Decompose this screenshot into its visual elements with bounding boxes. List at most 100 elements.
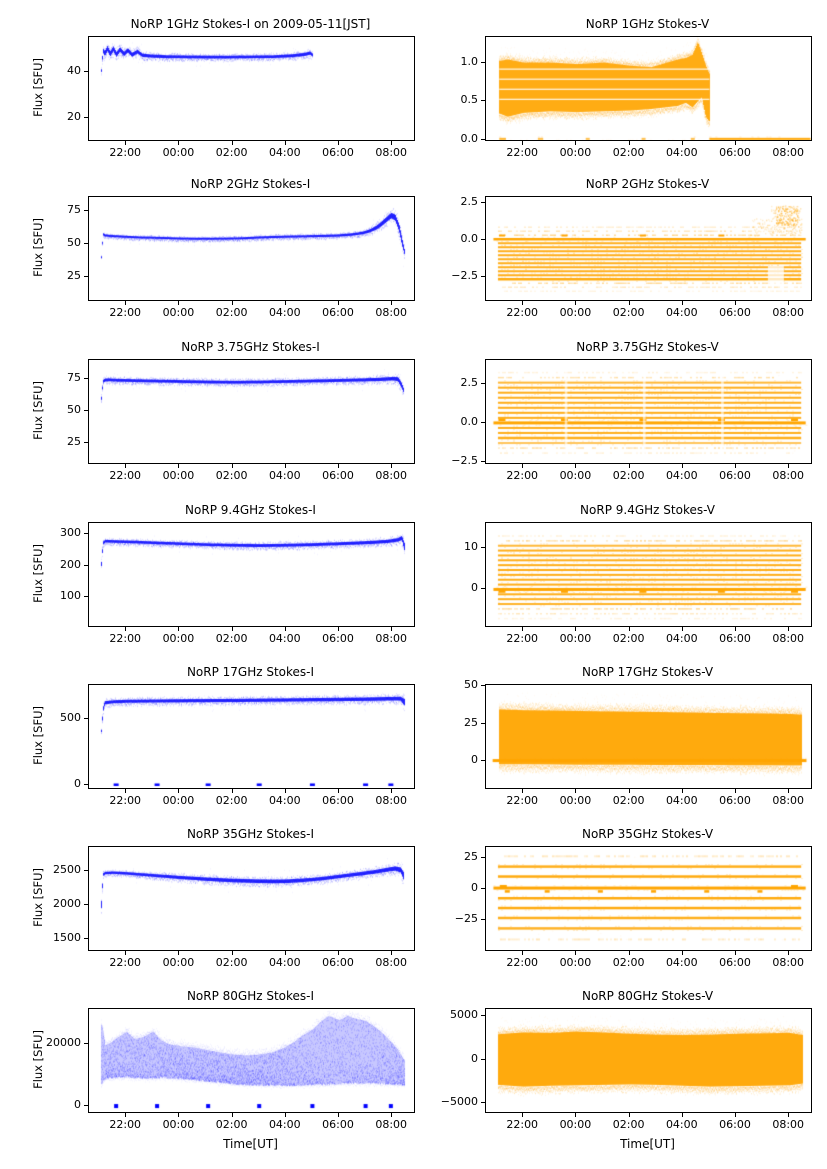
plot-canvas [88,196,415,301]
y-tick-label: 0 [471,752,478,766]
y-tick-label: 25 [464,850,478,864]
x-tick-label: 08:00 [375,306,408,319]
x-axis-tick [178,141,180,145]
x-tick-label: 08:00 [772,956,805,969]
x-tick-label: 08:00 [375,956,408,969]
x-tick-label: 02:00 [215,146,248,159]
y-tick-label: 25 [464,715,478,729]
x-tick-label: 08:00 [772,469,805,482]
y-axis-tick [481,919,485,921]
y-axis-tick [481,238,485,240]
x-tick-label: 08:00 [375,794,408,807]
x-axis-tick [391,464,393,468]
y-tick-label: 40 [67,63,81,77]
x-tick-label: 22:00 [109,306,142,319]
x-tick-label: 02:00 [612,1118,645,1131]
x-tick-label: 00:00 [162,1118,195,1131]
x-axis-label: Time[UT] [620,1137,675,1151]
y-axis-label: Flux [SFU] [30,1008,46,1111]
x-axis-tick [575,789,577,793]
x-axis-tick [522,301,524,305]
y-tick-label: −25 [454,912,478,926]
y-axis-tick [84,783,88,785]
x-axis-tick [522,627,524,631]
y-axis-tick [481,546,485,548]
x-axis-tick [522,951,524,955]
x-tick-label: 08:00 [375,469,408,482]
x-axis-tick [628,627,630,631]
x-tick-label: 04:00 [268,632,301,645]
x-axis-tick [681,789,683,793]
y-tick-label: 0.0 [460,414,479,428]
y-tick-label: 500 [60,711,81,725]
y-axis-tick [481,1014,485,1016]
x-tick-label: 00:00 [559,956,592,969]
y-axis-tick [84,596,88,598]
x-tick-label: 22:00 [506,146,539,159]
panel-title: NoRP 1GHz Stokes-I on 2009-05-11[JST] [130,17,371,31]
x-axis-tick [284,627,286,631]
y-tick-label: 20 [67,109,81,123]
y-axis-tick [84,1042,88,1044]
plot-canvas [485,36,812,141]
panel-title: NoRP 3.75GHz Stokes-V [576,340,719,354]
x-tick-label: 22:00 [506,794,539,807]
y-tick-label: −2.5 [451,269,478,283]
x-axis-tick [231,141,233,145]
plot-canvas [485,359,812,464]
y-tick-label: 50 [464,678,478,692]
x-axis-tick [338,951,339,955]
y-tick-label: 1500 [53,931,81,945]
x-axis-tick [284,951,286,955]
panel-title: NoRP 17GHz Stokes-I [186,665,315,679]
x-axis-tick [178,301,180,305]
x-axis-tick [522,789,524,793]
panel-title: NoRP 2GHz Stokes-V [585,177,710,191]
x-axis-tick [391,627,393,631]
panel-title: NoRP 35GHz Stokes-V [581,827,714,841]
x-tick-label: 02:00 [215,1118,248,1131]
x-tick-label: 00:00 [559,146,592,159]
x-tick-label: 08:00 [772,146,805,159]
y-axis-tick [481,1058,485,1060]
y-tick-label: 0 [74,1098,81,1112]
x-axis-tick [788,1113,790,1117]
x-tick-label: 02:00 [612,632,645,645]
x-axis-tick [681,1113,683,1117]
y-axis-tick [481,382,485,384]
y-axis-tick [481,588,485,590]
x-tick-label: 02:00 [612,306,645,319]
x-axis-tick [284,141,286,145]
x-axis-tick [681,301,683,305]
x-tick-label: 04:00 [665,306,698,319]
x-tick-label: 04:00 [665,1118,698,1131]
panel-title: NoRP 80GHz Stokes-V [581,989,714,1003]
x-axis-tick [338,789,339,793]
x-tick-label: 06:00 [719,1118,751,1131]
plot-canvas [485,1008,812,1113]
y-tick-label: 75 [67,371,81,385]
x-axis-tick [522,1113,524,1117]
y-axis-tick [481,421,485,423]
x-axis-tick [391,301,393,305]
x-axis-tick [735,301,736,305]
x-tick-label: 02:00 [215,794,248,807]
x-tick-label: 08:00 [375,1118,408,1131]
x-axis-tick [735,789,736,793]
y-axis-tick [481,139,485,140]
y-axis-tick [481,722,485,724]
plot-canvas [485,684,812,789]
y-tick-label: 2500 [53,862,81,876]
plot-canvas [485,846,812,951]
x-axis-tick [788,141,790,145]
x-axis-tick [575,141,577,145]
y-tick-label: 100 [60,589,81,603]
x-tick-label: 00:00 [559,469,592,482]
x-tick-label: 22:00 [506,956,539,969]
y-axis-tick [84,903,88,905]
panel-title: NoRP 3.75GHz Stokes-I [181,340,320,354]
x-tick-label: 22:00 [109,632,142,645]
y-axis-label: Flux [SFU] [30,684,46,787]
y-tick-label: 0.5 [460,93,479,107]
x-axis-tick [338,301,339,305]
